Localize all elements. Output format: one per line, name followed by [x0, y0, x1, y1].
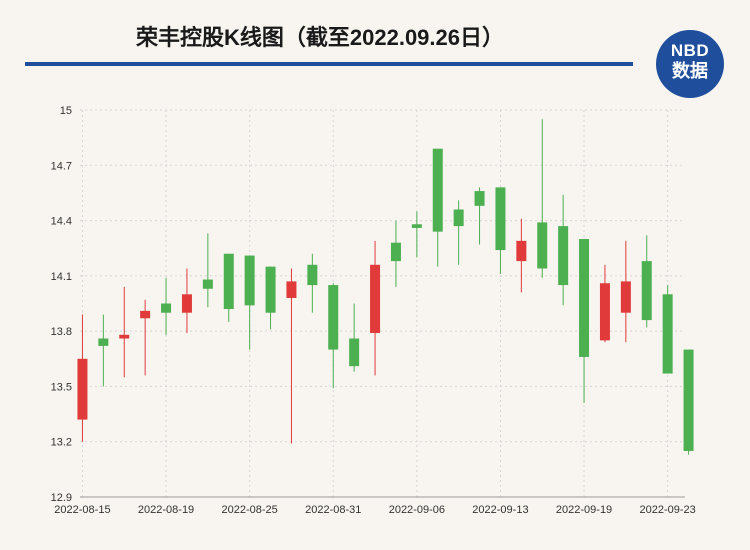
x-tick-label: 2022-08-25: [222, 504, 278, 516]
y-tick-label: 14.1: [51, 271, 72, 283]
x-tick-label: 2022-09-13: [472, 504, 528, 516]
logo-line2: 数据: [672, 61, 708, 81]
x-tick-label: 2022-08-31: [305, 504, 361, 516]
y-tick-label: 12.9: [51, 492, 72, 504]
candle-body-16: [411, 224, 422, 228]
x-tick-label: 2022-09-23: [640, 504, 696, 516]
candle-body-17: [432, 148, 443, 232]
candle-body-12: [328, 285, 339, 350]
candle-body-18: [453, 209, 464, 227]
candle-body-15: [390, 242, 401, 262]
candle-body-21: [516, 240, 527, 262]
candle-body-0: [77, 358, 88, 420]
candle-body-6: [202, 279, 213, 289]
candle-body-14: [370, 264, 381, 333]
candle-body-5: [181, 294, 192, 313]
candle-body-29: [683, 349, 694, 451]
candle-body-22: [537, 222, 548, 269]
candle-body-2: [119, 334, 130, 339]
y-tick-label: 13.8: [51, 326, 72, 338]
y-tick-label: 14.4: [51, 216, 72, 228]
candle-body-27: [641, 261, 652, 321]
candle-body-20: [495, 187, 506, 251]
candle-body-23: [558, 226, 569, 286]
candle-body-25: [599, 283, 610, 341]
candle-body-24: [579, 239, 590, 357]
title-rule: [25, 62, 633, 66]
candle-body-28: [662, 294, 673, 374]
candle-body-26: [620, 281, 631, 313]
y-tick-label: 13.2: [51, 437, 72, 449]
x-tick-label: 2022-08-15: [54, 504, 110, 516]
candle-body-7: [223, 253, 234, 310]
y-tick-label: 13.5: [51, 381, 72, 393]
logo-line1: NBD: [670, 41, 710, 60]
candle-body-8: [244, 255, 255, 306]
y-tick-label: 15: [60, 105, 72, 117]
candle-body-1: [98, 338, 109, 346]
candle-body-11: [307, 264, 318, 286]
candle-body-9: [265, 266, 276, 313]
candle-body-13: [349, 338, 360, 367]
candle-body-3: [140, 310, 151, 319]
x-tick-label: 2022-09-19: [556, 504, 612, 516]
x-tick-label: 2022-08-19: [138, 504, 194, 516]
y-tick-label: 14.7: [51, 160, 72, 172]
nbd-logo: NBD 数据: [656, 30, 724, 98]
candle-body-10: [286, 281, 297, 298]
chart-title: 荣丰控股K线图（截至2022.09.26日）: [136, 25, 504, 50]
candle-body-4: [161, 303, 172, 313]
x-tick-label: 2022-09-06: [389, 504, 445, 516]
candle-body-19: [474, 191, 485, 206]
